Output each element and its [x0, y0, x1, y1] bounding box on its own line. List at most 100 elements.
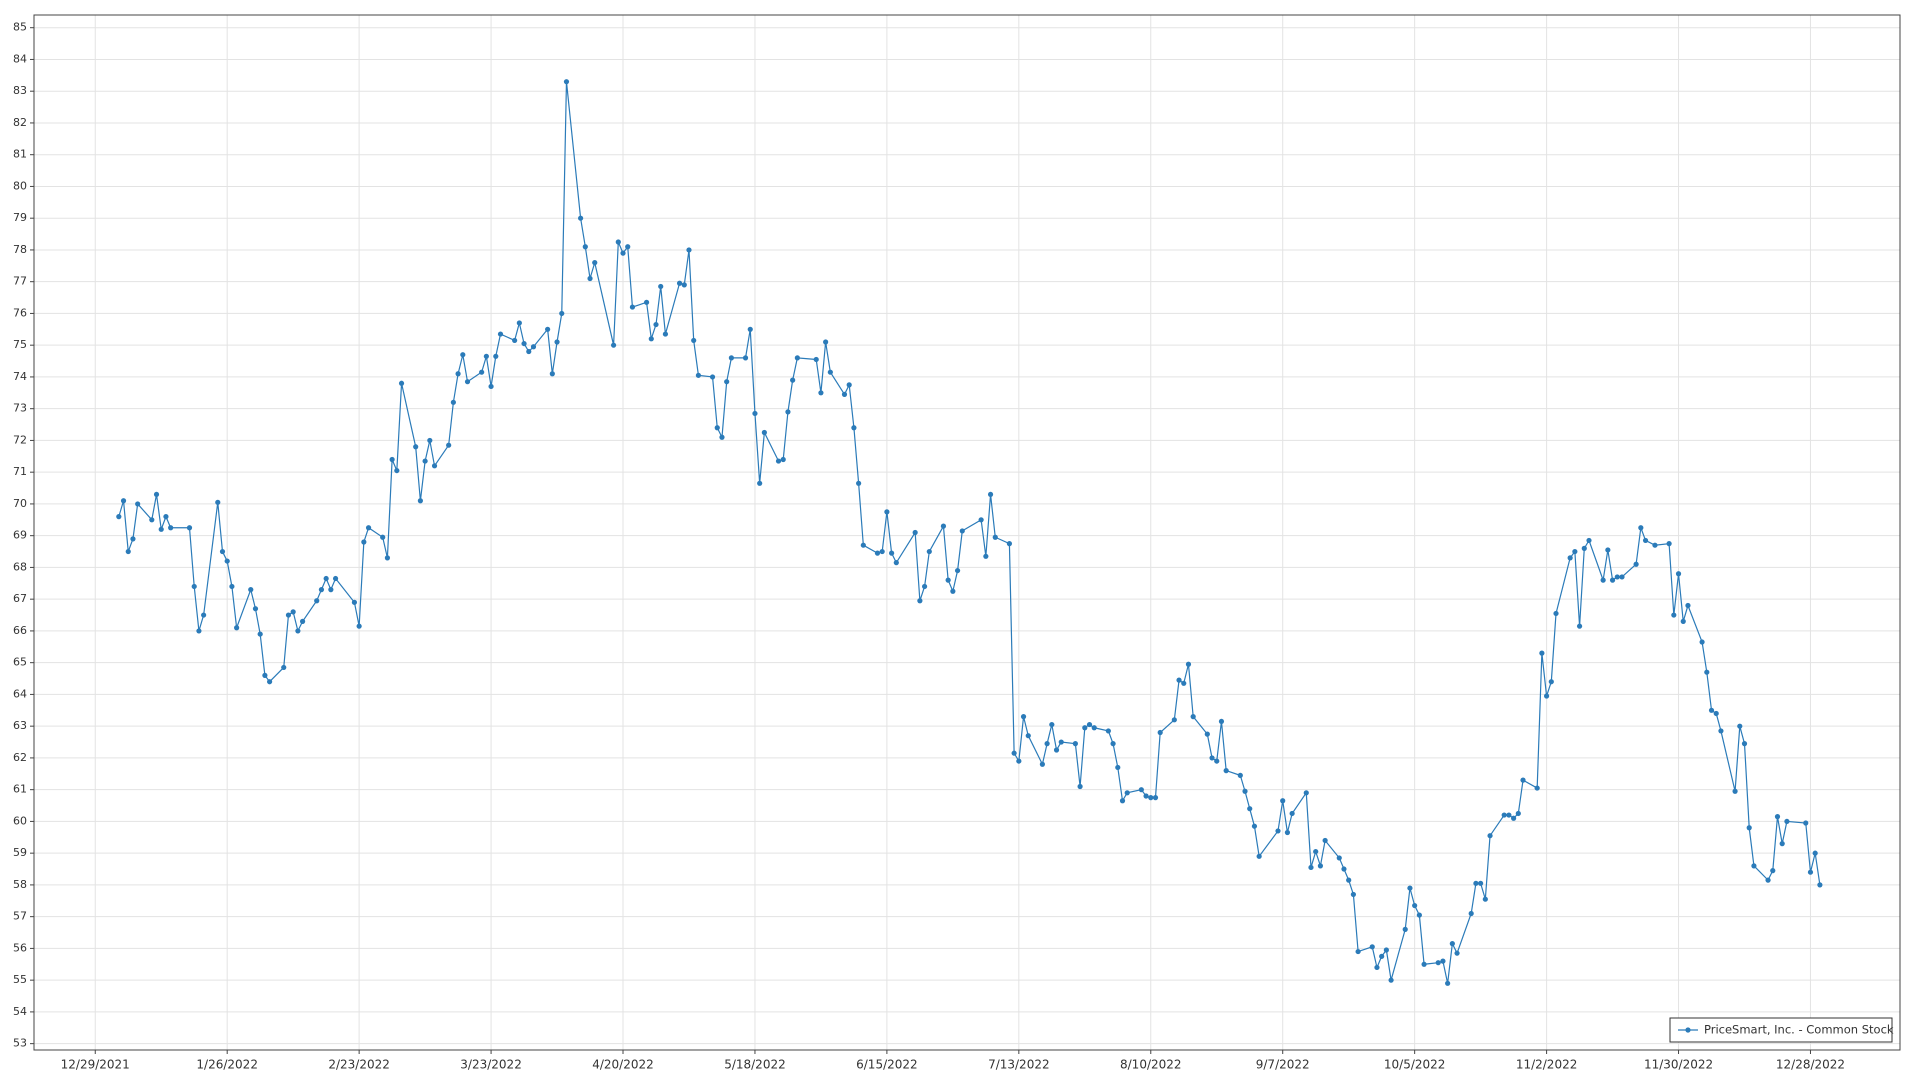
y-tick-label: 73 — [13, 402, 27, 415]
point — [912, 529, 918, 536]
point — [1619, 574, 1625, 580]
point — [1751, 863, 1757, 869]
point — [158, 526, 164, 532]
point — [464, 379, 471, 385]
point — [856, 480, 862, 486]
point — [940, 523, 947, 529]
y-tick-label: 61 — [13, 783, 27, 796]
point — [1020, 714, 1027, 720]
point — [860, 542, 866, 548]
point — [168, 525, 174, 531]
point — [521, 340, 527, 347]
legend: PriceSmart, Inc. - Common Stock — [1669, 1017, 1894, 1043]
point — [1313, 848, 1319, 855]
point — [987, 491, 994, 498]
point — [1086, 721, 1093, 728]
point — [1699, 639, 1705, 645]
point — [389, 456, 395, 463]
y-tick-label: 55 — [13, 973, 27, 986]
point — [1478, 880, 1484, 886]
point — [483, 353, 489, 359]
point — [398, 380, 405, 386]
line — [118, 81, 1821, 984]
point — [794, 355, 800, 361]
point — [248, 587, 254, 593]
point — [648, 336, 654, 342]
point — [328, 587, 334, 593]
point — [592, 260, 598, 266]
y-tick-label: 80 — [13, 179, 27, 192]
point — [1049, 721, 1055, 728]
point — [1383, 947, 1389, 953]
y-tick-label: 66 — [13, 624, 27, 637]
point — [1223, 768, 1229, 774]
point — [1553, 610, 1559, 617]
point — [497, 331, 504, 337]
x-tick-label: 5/18/2022 — [724, 1058, 786, 1072]
point — [978, 517, 984, 523]
point — [1336, 855, 1342, 861]
y-tick-label: 77 — [13, 275, 27, 288]
point — [1016, 758, 1022, 764]
point — [1289, 810, 1295, 817]
y-tick-label: 81 — [13, 148, 27, 161]
point — [559, 310, 565, 317]
point — [695, 372, 702, 378]
point — [1708, 707, 1715, 713]
point — [1322, 837, 1328, 844]
x-tick-label: 8/10/2022 — [1120, 1058, 1182, 1072]
point — [318, 587, 325, 593]
point — [1402, 926, 1408, 932]
point — [120, 498, 127, 504]
y-tick-label: 53 — [13, 1037, 27, 1050]
y-tick-label: 76 — [13, 306, 27, 319]
point — [1774, 814, 1781, 820]
point — [917, 598, 923, 604]
y-tick-label: 69 — [13, 529, 27, 542]
point — [186, 525, 193, 531]
point — [889, 550, 895, 556]
point — [1454, 950, 1460, 956]
point — [1440, 958, 1446, 964]
y-tick-label: 54 — [13, 1005, 27, 1018]
point — [252, 606, 259, 612]
point — [954, 567, 961, 574]
point — [1181, 680, 1187, 686]
y-tick-label: 82 — [13, 116, 27, 129]
point — [1765, 877, 1771, 883]
point — [1374, 964, 1380, 971]
point — [1713, 710, 1719, 717]
point — [262, 672, 268, 678]
point — [1082, 725, 1088, 731]
point — [1638, 525, 1644, 531]
point — [1218, 718, 1225, 725]
point — [1185, 661, 1192, 667]
point — [1138, 787, 1144, 793]
legend-marker — [1685, 1027, 1691, 1033]
point — [1171, 717, 1177, 723]
x-tick-label: 3/23/2022 — [460, 1058, 522, 1072]
point — [1025, 733, 1031, 739]
point — [314, 598, 320, 604]
point — [879, 548, 885, 555]
x-tick-label: 10/5/2022 — [1384, 1058, 1446, 1072]
point — [1369, 944, 1375, 950]
point — [394, 467, 400, 474]
x-tick-label: 12/29/2021 — [61, 1058, 130, 1072]
point — [610, 342, 617, 348]
point — [1732, 788, 1738, 794]
point — [714, 425, 720, 431]
point — [1807, 869, 1814, 875]
point — [1242, 788, 1248, 794]
point — [1803, 820, 1809, 826]
point — [1614, 574, 1620, 580]
point — [1176, 677, 1182, 683]
point — [620, 250, 626, 256]
point — [1308, 864, 1314, 871]
point — [1534, 785, 1540, 791]
x-tick-label: 11/30/2022 — [1644, 1058, 1713, 1072]
point — [1039, 761, 1045, 767]
point — [1152, 794, 1159, 801]
point — [662, 331, 669, 337]
point — [1058, 739, 1064, 745]
